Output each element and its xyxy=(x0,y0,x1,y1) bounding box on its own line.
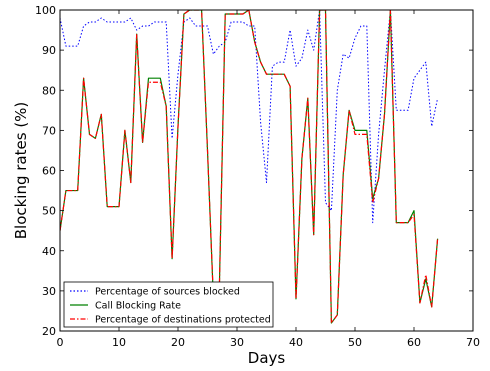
y-tick-label: 100 xyxy=(35,4,56,17)
x-tick-label: 60 xyxy=(407,336,421,349)
legend-label-sources: Percentage of sources blocked xyxy=(95,287,240,298)
y-tick-label: 70 xyxy=(42,124,56,137)
x-tick-label: 0 xyxy=(57,336,64,349)
legend-label-call-blocking: Call Blocking Rate xyxy=(95,301,181,312)
plot-lines xyxy=(60,10,439,324)
x-axis-ticks: 0 10 20 30 40 50 60 70 xyxy=(57,10,480,349)
legend: Percentage of sources blocked Call Block… xyxy=(63,281,274,328)
x-tick-label: 70 xyxy=(466,336,480,349)
x-tick-label: 40 xyxy=(289,336,303,349)
x-tick-label: 30 xyxy=(230,336,244,349)
series-line-call-blocking-rate xyxy=(60,10,439,324)
x-tick-label: 50 xyxy=(348,336,362,349)
y-tick-label: 30 xyxy=(42,285,56,298)
y-axis-ticks: 20 30 40 50 60 70 80 90 100 xyxy=(35,4,473,338)
y-tick-label: 60 xyxy=(42,165,56,178)
x-tick-label: 20 xyxy=(171,336,185,349)
legend-box xyxy=(63,281,274,328)
y-tick-label: 50 xyxy=(42,205,56,218)
series-line-destinations-protected xyxy=(60,10,439,324)
y-tick-label: 40 xyxy=(42,245,56,258)
y-tick-label: 80 xyxy=(42,84,56,97)
y-tick-label: 90 xyxy=(42,44,56,57)
x-tick-label: 10 xyxy=(112,336,126,349)
legend-label-destinations: Percentage of destinations protected xyxy=(95,315,271,326)
y-axis-label: Blocking rates (%) xyxy=(12,102,30,240)
x-axis-label: Days xyxy=(248,349,286,367)
y-tick-label: 20 xyxy=(42,325,56,338)
